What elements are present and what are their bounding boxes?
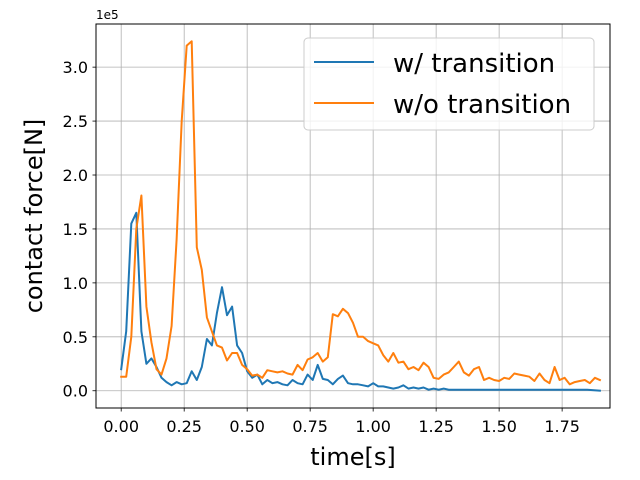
y-tick-label: 2.0	[63, 166, 88, 185]
y-tick-label: 0.0	[63, 382, 88, 401]
legend-label-w-transition: w/ transition	[393, 49, 555, 79]
y-axis-title: contact force[N]	[20, 119, 48, 314]
x-tick-label: 1.75	[544, 417, 580, 436]
y-tick-label: 0.5	[63, 328, 88, 347]
x-tick-label: 1.00	[355, 417, 391, 436]
legend-label-wo-transition: w/o transition	[393, 90, 571, 120]
x-axis-ticks: 0.00 0.25 0.50 0.75 1.00 1.25 1.50 1.75	[103, 408, 580, 436]
x-axis-title: time[s]	[310, 443, 395, 471]
legend: w/ transition w/o transition	[303, 37, 595, 131]
y-axis-ticks: 0.0 0.5 1.0 1.5 2.0 2.5 3.0	[63, 58, 96, 401]
x-tick-label: 0.25	[166, 417, 202, 436]
y-tick-label: 1.0	[63, 274, 88, 293]
series-line-w-transition	[120, 211, 601, 392]
y-offset-label: 1e5	[96, 8, 119, 22]
y-tick-label: 1.5	[63, 220, 88, 239]
legend-box	[303, 37, 595, 131]
x-tick-label: 0.75	[292, 417, 328, 436]
x-tick-label: 1.50	[481, 417, 517, 436]
y-tick-label: 3.0	[63, 58, 88, 77]
x-tick-label: 1.25	[418, 417, 454, 436]
x-tick-label: 0.00	[103, 417, 139, 436]
series-line-wo-transition	[120, 40, 602, 386]
axes-frame	[95, 23, 611, 409]
x-tick-label: 0.50	[229, 417, 265, 436]
series-group	[120, 40, 602, 392]
y-tick-label: 2.5	[63, 112, 88, 131]
